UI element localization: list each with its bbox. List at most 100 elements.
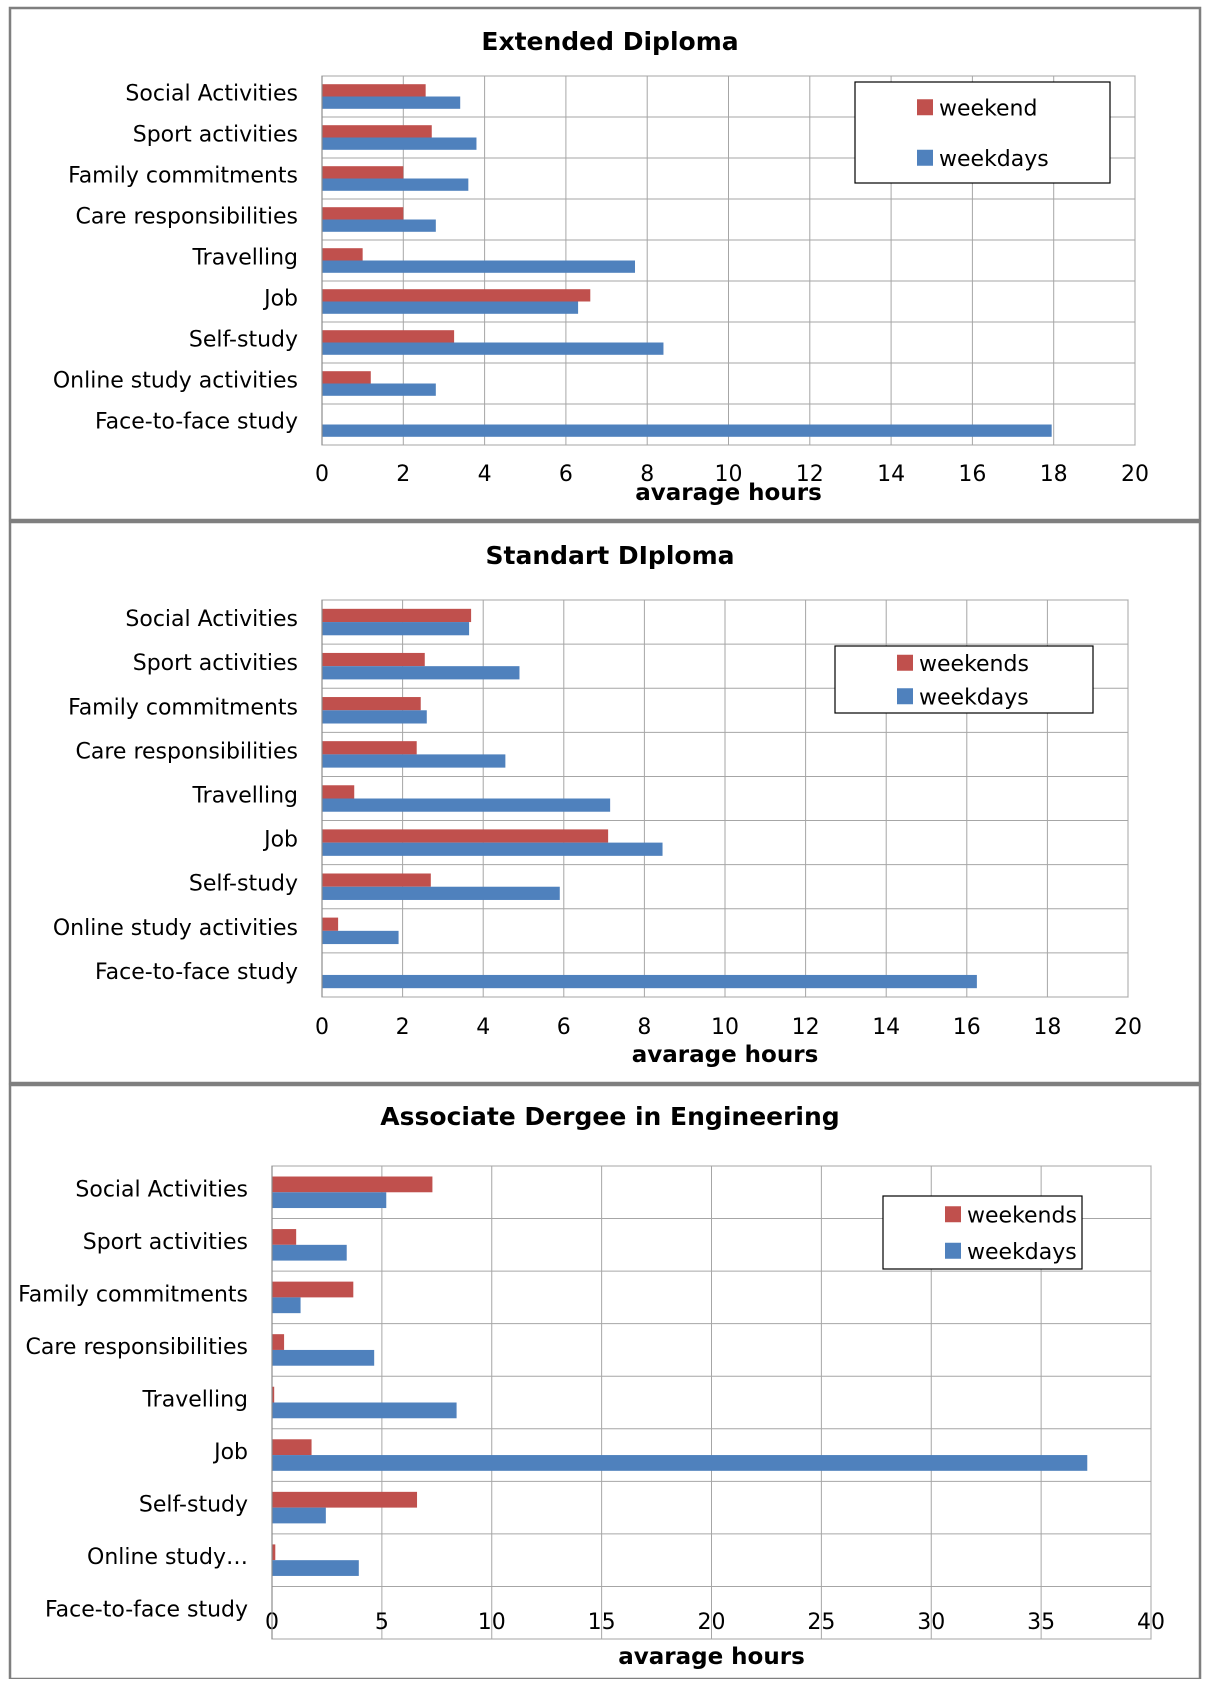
x-tick-label: 8	[640, 462, 654, 487]
x-tick-label: 18	[1033, 1015, 1061, 1040]
legend-swatch	[917, 99, 933, 116]
bar-weekend	[322, 289, 591, 302]
category-label: Self-study	[139, 1493, 248, 1518]
bar-weekdays	[322, 301, 579, 314]
bar-weekend	[322, 166, 404, 179]
category-label: Social Activities	[125, 82, 298, 107]
legend: weekend weekdays	[854, 81, 1111, 184]
category-label: Care responsibilities	[26, 1335, 248, 1360]
x-axis-title: avarage hours	[618, 1644, 805, 1670]
category-label: Travelling	[191, 784, 298, 809]
chart-1: 0 2 4 6 8 10 12 14 16 18 20 Social Activities Sport …	[8, 6, 1202, 522]
bar-weekends	[322, 741, 417, 755]
bar-weekdays	[322, 96, 461, 109]
bar-weekend	[322, 330, 455, 343]
bar-weekdays	[322, 974, 977, 989]
x-tick-label: 0	[315, 1015, 329, 1040]
bar-weekdays	[322, 666, 520, 680]
legend-swatch	[945, 1242, 961, 1259]
category-label: Job	[212, 1440, 248, 1465]
category-label: Face-to-face study	[45, 1598, 248, 1623]
x-tick-label: 20	[698, 1610, 726, 1635]
bar-weekdays	[272, 1244, 347, 1261]
bar-weekends	[322, 697, 421, 711]
category-label: Care responsibilities	[76, 739, 298, 764]
bar-weekends	[272, 1439, 312, 1456]
chart-title: Extended Diploma	[481, 27, 738, 56]
x-tick-label: 2	[396, 1015, 410, 1040]
x-tick-label: 20	[1114, 1015, 1142, 1040]
bar-weekdays	[322, 842, 663, 856]
bar-weekdays	[272, 1297, 301, 1314]
legend-swatch	[945, 1206, 961, 1223]
category-label: Care responsibilities	[76, 205, 298, 230]
bar-weekend	[322, 125, 432, 138]
bar-weekend	[322, 84, 426, 97]
chart-2: 0 2 4 6 8 10 12 14 16 18 20 Social Activities Sport …	[8, 520, 1202, 1085]
bar-weekdays	[322, 622, 470, 636]
x-tick-label: 16	[953, 1015, 981, 1040]
x-tick-label: 35	[1027, 1610, 1055, 1635]
bar-weekdays	[272, 1455, 1088, 1471]
legend-label: weekends	[919, 652, 1029, 677]
category-label: Job	[262, 828, 298, 853]
bar-weekends	[322, 785, 355, 799]
bar-weekdays	[322, 383, 436, 396]
bar-weekends	[272, 1334, 285, 1350]
category-label: Sport activities	[133, 123, 298, 148]
legend-label: weekend	[939, 96, 1037, 121]
bar-weekends	[272, 1281, 354, 1298]
bar-weekdays	[322, 754, 506, 768]
category-label: Travelling	[141, 1388, 248, 1413]
category-label: Self-study	[189, 328, 298, 353]
x-tick-label: 14	[872, 1015, 900, 1040]
category-label: Self-study	[189, 872, 298, 897]
bar-weekdays	[322, 930, 399, 945]
legend: weekends weekdays	[834, 645, 1094, 714]
bar-weekdays	[322, 260, 636, 273]
category-label: Social Activities	[75, 1177, 248, 1202]
x-tick-label: 5	[375, 1610, 389, 1635]
chart-title: Associate Dergee in Engineering	[380, 1102, 839, 1131]
bar-weekends	[322, 652, 425, 667]
x-tick-label: 16	[958, 462, 986, 487]
bar-weekdays	[272, 1349, 375, 1366]
x-tick-label: 6	[557, 1015, 571, 1040]
legend: weekends weekdays	[882, 1195, 1083, 1270]
bar-weekends	[322, 917, 339, 931]
bar-weekdays	[322, 424, 1052, 437]
category-label: Online study activities	[53, 916, 298, 941]
category-label: Sport activities	[83, 1230, 248, 1255]
category-label: Job	[262, 287, 298, 312]
x-axis-title: avarage hours	[635, 480, 822, 506]
legend-label: weekends	[967, 1203, 1077, 1228]
category-label: Face-to-face study	[95, 410, 298, 435]
x-tick-label: 20	[1121, 462, 1149, 487]
x-tick-label: 0	[315, 462, 329, 487]
category-label: Online study activities	[53, 369, 298, 394]
bar-weekdays	[322, 710, 427, 724]
bar-weekdays	[272, 1402, 457, 1419]
legend-box	[854, 81, 1111, 184]
bar-weekends	[322, 608, 472, 623]
x-tick-label: 12	[796, 462, 824, 487]
x-tick-label: 8	[637, 1015, 651, 1040]
x-tick-label: 10	[478, 1610, 506, 1635]
bar-weekdays	[322, 886, 560, 900]
x-tick-label: 4	[476, 1015, 490, 1040]
x-axis-title: avarage hours	[632, 1042, 819, 1068]
x-tick-label: 12	[792, 1015, 820, 1040]
category-label: Face-to-face study	[95, 960, 298, 985]
x-tick-label: 10	[711, 1015, 739, 1040]
category-label: Family commitments	[18, 1282, 248, 1307]
bar-weekends	[272, 1491, 418, 1508]
bar-weekend	[322, 207, 404, 220]
bar-weekend	[322, 371, 371, 384]
legend-label: weekdays	[939, 147, 1049, 172]
bar-weekdays	[272, 1507, 326, 1524]
legend-swatch	[897, 654, 913, 671]
x-tick-label: 40	[1137, 1610, 1165, 1635]
